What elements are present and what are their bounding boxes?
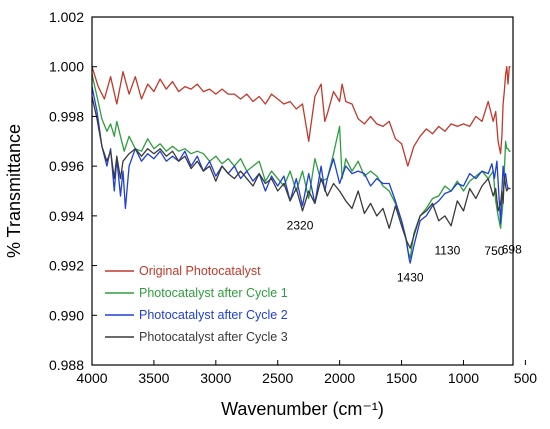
y-tick-label: 1.000 — [49, 59, 84, 75]
x-axis-title: Wavenumber (cm⁻¹) — [221, 399, 384, 419]
x-tick-label: 4000 — [76, 370, 107, 386]
x-tick-label: 3000 — [200, 370, 231, 386]
x-tick-label: 1500 — [386, 370, 417, 386]
legend-label: Photocatalyst after Cycle 2 — [139, 308, 288, 322]
plot-series — [92, 66, 511, 264]
y-tick-label: 1.002 — [49, 9, 84, 25]
y-tick-label: 0.992 — [49, 258, 84, 274]
y-tick-label: 0.994 — [49, 208, 84, 224]
x-tick-label: 2500 — [262, 370, 293, 386]
legend-label: Photocatalyst after Cycle 1 — [139, 286, 288, 300]
x-tick-label: 1000 — [448, 370, 479, 386]
peak-label: 2320 — [287, 219, 314, 233]
peak-label: 1130 — [434, 243, 460, 257]
legend-label: Original Photocatalyst — [139, 264, 261, 278]
series-line-1 — [92, 66, 511, 167]
peak-label: 698 — [502, 243, 522, 257]
axis-ticks: 4000 3500 3000 2500 2000 1500 1000 500 0.988 0.99… — [49, 9, 537, 386]
y-tick-label: 0.996 — [49, 158, 84, 174]
peak-label: 1430 — [397, 271, 424, 285]
x-tick-label: 2000 — [324, 370, 355, 386]
legend-label: Photocatalyst after Cycle 3 — [139, 330, 288, 344]
series-line-3 — [92, 86, 511, 264]
y-tick-label: 0.988 — [49, 357, 84, 373]
y-tick-label: 0.990 — [49, 307, 84, 323]
legend: Original Photocatalyst Photocatalyst afte… — [105, 264, 288, 344]
series-line-4 — [92, 96, 511, 249]
peak-label: 750 — [484, 244, 504, 258]
y-axis-title: % Transmittance — [4, 124, 24, 258]
y-tick-label: 0.998 — [49, 108, 84, 124]
x-tick-label: 500 — [514, 370, 538, 386]
x-tick-label: 3500 — [138, 370, 169, 386]
plot-frame — [91, 16, 514, 366]
